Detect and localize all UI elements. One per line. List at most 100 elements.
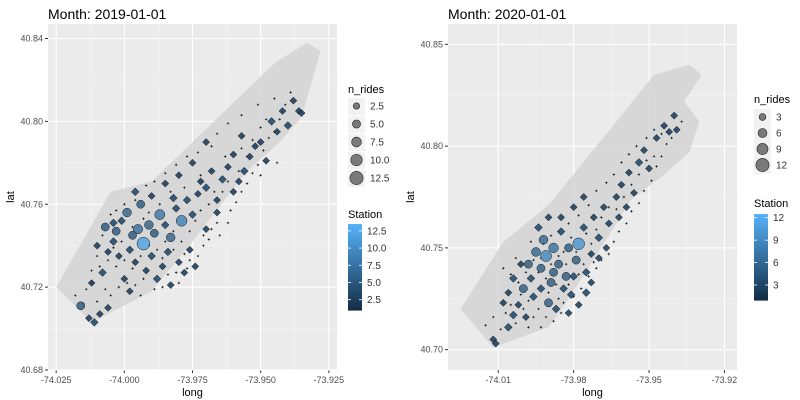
station-point: [87, 279, 96, 287]
chart-panel-2019: Month: 2019-01-01 -74.025 -74.000 -73.975 -7…: [5, 6, 390, 399]
station-point-small: [600, 216, 603, 219]
station-point-small: [549, 234, 553, 237]
size-legend-label: 12: [776, 161, 788, 172]
station-point-small: [183, 252, 186, 256]
station-point: [602, 243, 611, 252]
colorbar-segment: [348, 290, 362, 294]
station-point-small: [240, 190, 243, 194]
station-point: [514, 300, 523, 309]
colorbar-segment: [348, 254, 362, 257]
station-point-small: [114, 265, 118, 268]
colorbar-segment: [754, 254, 768, 258]
station-point: [524, 259, 533, 269]
colorbar-segment: [754, 272, 768, 275]
colorbar-segment: [754, 276, 768, 280]
colorbar-segment: [754, 231, 768, 234]
station-point-small: [569, 236, 573, 239]
station-point-small: [139, 254, 142, 258]
colorbar-segment: [348, 247, 362, 251]
station-point: [166, 232, 176, 243]
colorbar-segment: [348, 267, 362, 270]
colorbar-segment: [348, 299, 362, 302]
station-point-small: [95, 254, 99, 258]
station-point-small: [660, 132, 663, 136]
station-point-small: [273, 97, 276, 100]
station-point: [536, 284, 546, 293]
colorbar-segment: [348, 241, 362, 244]
station-point-small: [234, 200, 238, 204]
station-point-small: [514, 256, 518, 260]
colorbar-segment: [754, 222, 768, 226]
station-point-small: [210, 227, 213, 231]
station-point: [572, 237, 585, 250]
station-point-small: [101, 234, 104, 237]
station-point-small: [169, 190, 172, 194]
station-point-small: [592, 260, 595, 264]
size-legend-marker: [352, 102, 360, 110]
station-point: [188, 210, 197, 219]
station-point: [130, 187, 140, 197]
colorbar-segment: [754, 226, 768, 230]
size-legend-label: 9: [776, 145, 782, 156]
station-point: [117, 216, 126, 226]
colorbar-segment: [754, 220, 768, 224]
station-point-small: [595, 189, 598, 193]
station-point-small: [652, 128, 656, 132]
x-tick-label: -73.95: [636, 375, 662, 385]
station-point: [614, 213, 623, 222]
station-point: [158, 262, 167, 271]
station-point: [160, 220, 170, 230]
station-point-small: [123, 203, 126, 206]
station-point-small: [134, 198, 137, 202]
station-point: [652, 134, 661, 142]
station-point: [544, 298, 553, 308]
station-point-small: [210, 145, 213, 148]
station-point-small: [144, 184, 148, 187]
station-point: [109, 218, 118, 228]
y-tick-label: 40.68: [20, 365, 43, 375]
station-point-small: [226, 221, 230, 225]
station-point-small: [627, 153, 631, 156]
station-point-small: [196, 254, 200, 258]
station-point: [630, 189, 638, 197]
station-point-small: [177, 281, 181, 285]
region-polygon: [460, 64, 702, 348]
station-point: [98, 268, 107, 277]
colorbar-segment: [348, 301, 362, 305]
station-point: [169, 193, 178, 203]
colorbar-segment: [754, 278, 768, 282]
station-point: [491, 339, 500, 348]
station-point-small: [147, 211, 151, 214]
colorbar-segment: [348, 264, 362, 268]
station-point-small: [172, 229, 175, 233]
station-point: [201, 183, 211, 192]
station-point-small: [559, 311, 563, 315]
station-point: [251, 142, 260, 151]
colorbar-segment: [754, 263, 768, 267]
station-point: [587, 278, 596, 287]
station-point-small: [577, 273, 580, 276]
station-point: [154, 209, 166, 220]
station-point-small: [131, 267, 134, 270]
colorbar-segment: [754, 274, 768, 277]
y-tick-label: 40.76: [20, 199, 43, 209]
station-point-small: [164, 171, 167, 175]
station-point: [122, 207, 132, 218]
station-point-small: [109, 213, 112, 216]
station-point: [579, 193, 588, 201]
station-point: [202, 225, 211, 234]
station-point-small: [519, 293, 523, 296]
colorbar-segment: [348, 245, 362, 249]
station-point-small: [615, 208, 618, 211]
station-point-small: [142, 277, 145, 281]
station-point-small: [509, 273, 513, 276]
station-point-small: [125, 281, 129, 285]
station-point: [85, 314, 93, 323]
station-point: [634, 158, 644, 167]
station-point-small: [617, 230, 621, 233]
size-legend-label: 5.0: [370, 120, 384, 131]
size-legend-marker: [351, 136, 362, 148]
station-point: [256, 138, 265, 146]
station-point: [509, 310, 518, 320]
station-point-small: [539, 326, 543, 329]
